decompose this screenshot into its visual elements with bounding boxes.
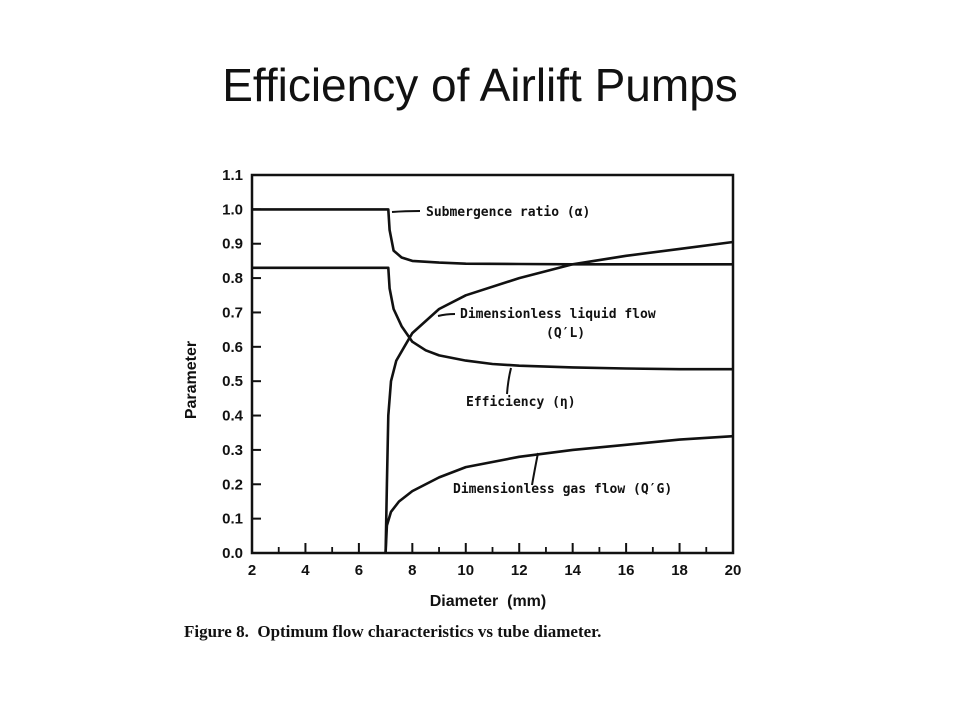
x-axis-ticks: 2 4 6 8 10 12 14 16 18 20 xyxy=(248,543,742,579)
leader-gas-flow xyxy=(531,452,539,486)
y-tick-label: 0.2 xyxy=(222,476,243,493)
y-tick-label: 1.0 xyxy=(222,201,243,218)
y-tick-label: 1.1 xyxy=(222,167,243,184)
y-tick-label: 0.3 xyxy=(222,442,243,459)
x-tick-label: 6 xyxy=(355,562,363,579)
annotation-gas-flow: Dimensionless gas flow (Q′G) xyxy=(453,482,672,497)
series-line-0 xyxy=(252,208,733,266)
x-tick-label: 8 xyxy=(408,562,416,579)
x-tick-label: 14 xyxy=(564,562,581,579)
y-axis-title: Parameter xyxy=(183,341,200,419)
y-tick-label: 0.8 xyxy=(222,270,243,287)
annotation-liquid-flow-symbol: (Q′L) xyxy=(546,326,585,341)
annotation-liquid-flow: Dimensionless liquid flow xyxy=(460,307,656,322)
y-tick-label: 0.0 xyxy=(222,545,243,562)
x-tick-label: 2 xyxy=(248,562,256,579)
y-tick-label: 0.7 xyxy=(222,304,243,321)
x-tick-label: 4 xyxy=(301,562,310,579)
y-axis-ticks: 0.0 0.1 0.2 0.3 0.4 0.5 0.6 0.7 0.8 0.9 1.0 1.1 xyxy=(222,167,261,562)
leader-submergence xyxy=(391,210,421,213)
y-tick-label: 0.6 xyxy=(222,339,243,356)
series-line-1 xyxy=(252,266,733,371)
y-tick-label: 0.9 xyxy=(222,236,243,253)
annotation-efficiency: Efficiency (η) xyxy=(466,395,576,410)
leader-liquid-flow xyxy=(437,313,456,317)
series-line-3 xyxy=(384,434,734,554)
leader-efficiency xyxy=(506,367,512,395)
x-tick-label: 18 xyxy=(671,562,688,579)
x-tick-label: 12 xyxy=(511,562,528,579)
x-tick-label: 20 xyxy=(725,562,742,579)
y-tick-label: 0.4 xyxy=(222,408,244,425)
x-axis-title: Diameter (mm) xyxy=(430,593,546,610)
x-tick-label: 16 xyxy=(618,562,635,579)
figure-caption: Figure 8. Optimum flow characteristics v… xyxy=(184,622,601,641)
annotation-submergence: Submergence ratio (α) xyxy=(426,205,590,220)
y-tick-label: 0.1 xyxy=(222,511,243,528)
series-line-2 xyxy=(384,240,734,554)
slide-title: Efficiency of Airlift Pumps xyxy=(222,59,738,111)
x-tick-label: 10 xyxy=(457,562,474,579)
y-tick-label: 0.5 xyxy=(222,373,243,390)
chart-curves xyxy=(252,208,734,554)
